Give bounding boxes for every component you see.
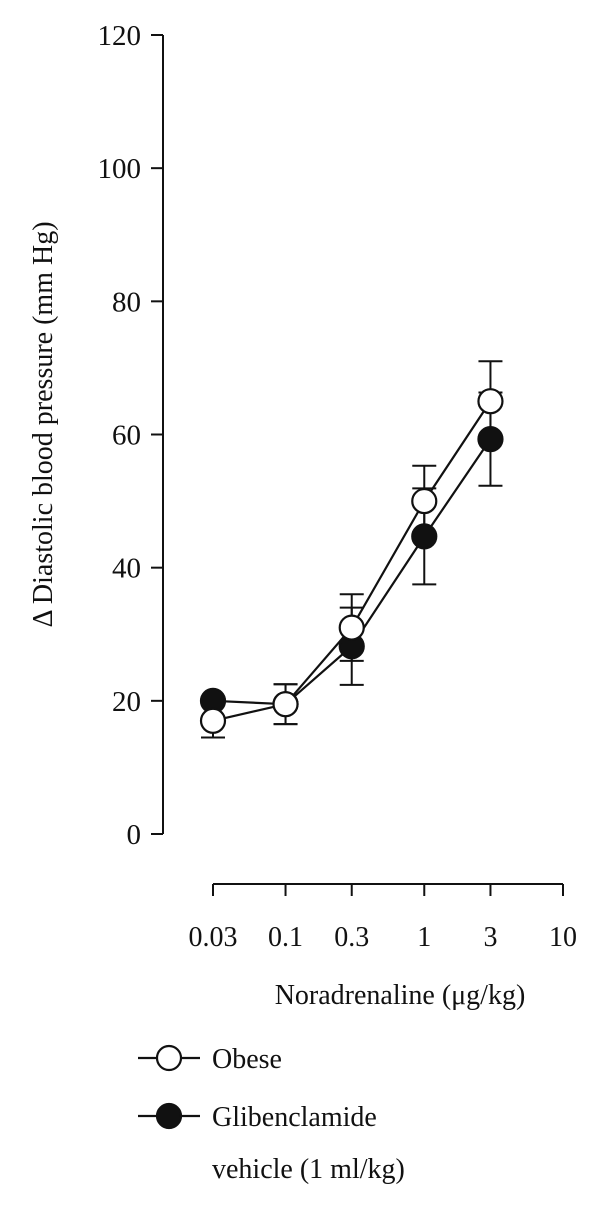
x-tick-label: 0.1 (268, 922, 303, 953)
legend-entry: Obese (138, 1044, 282, 1075)
y-tick-label: 0 (127, 819, 142, 851)
y-axis-label: Δ Diastolic blood pressure (mm Hg) (28, 221, 59, 627)
y-tick-label: 40 (112, 553, 141, 585)
x-tick-label: 0.03 (189, 922, 238, 953)
open-data-point (411, 487, 438, 515)
x-tick-label: 0.3 (334, 922, 369, 953)
open-data-point (477, 388, 504, 415)
x-tick-label: 10 (549, 922, 577, 953)
y-tick-label: 80 (112, 286, 141, 318)
legend-label: Obese (212, 1044, 282, 1075)
open-data-point (199, 707, 227, 734)
y-tick-label: 100 (98, 153, 142, 185)
legend-open-marker (155, 1044, 183, 1072)
open-data-point (272, 691, 299, 718)
x-axis-label: Noradrenaline (μg/kg) (275, 980, 526, 1011)
legend-entry: Glibenclamide vehicle (1 ml/kg) (138, 1102, 405, 1185)
filled-data-point (411, 523, 438, 550)
open-data-point (338, 614, 365, 641)
axes-layer: 0 20 40 60 80 100 120 Δ Diastolic blood pressur… (28, 20, 577, 1011)
legend-label: Glibenclamide (212, 1102, 377, 1133)
y-tick-label: 60 (112, 420, 141, 452)
series-glibenclamide-vehicle (212, 391, 503, 726)
legend: Obese Glibenclamide vehicle (1 ml/kg) (138, 1044, 405, 1185)
x-tick-label: 3 (483, 922, 497, 953)
filled-data-point (477, 426, 504, 453)
legend-label: vehicle (1 ml/kg) (212, 1154, 405, 1185)
series-layer (199, 360, 504, 739)
y-tick-label: 20 (112, 686, 141, 718)
x-tick-label: 1 (417, 922, 431, 953)
y-tick-label: 120 (98, 20, 142, 52)
legend-filled-marker (155, 1102, 183, 1130)
